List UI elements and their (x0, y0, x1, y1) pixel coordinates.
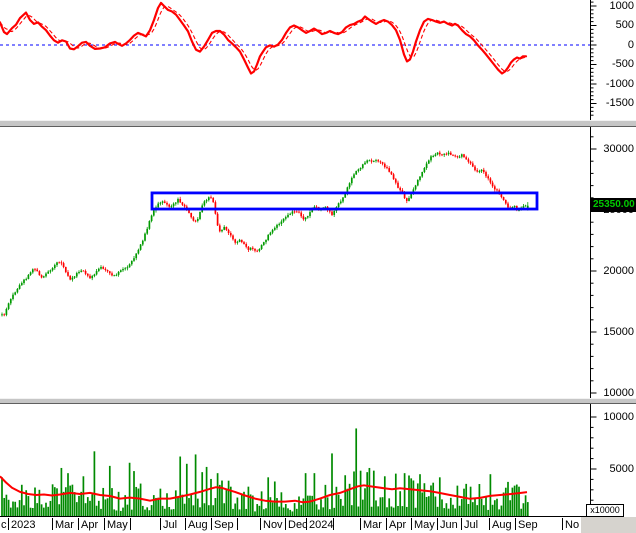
time-axis-tick (130, 518, 131, 530)
time-axis-tick (185, 518, 186, 530)
volume-bars (1, 428, 529, 517)
time-axis-label: Sep (518, 519, 538, 531)
time-axis-label: May (107, 519, 128, 531)
last-price-tag: 25350.00 (591, 198, 636, 212)
time-axis-tick (489, 518, 490, 530)
time-axis-label: Aug (492, 519, 512, 531)
price-svg (1, 127, 597, 398)
time-axis-tick (515, 518, 516, 530)
time-axis-label: Jun (440, 519, 458, 531)
y-axis-tick-label: 10000 (603, 410, 634, 423)
volume-svg (0, 404, 597, 517)
y-axis-tick-label: 15000 (603, 325, 634, 338)
y-axis-tick-label: 20000 (603, 264, 634, 277)
time-axis-tick (461, 518, 462, 530)
time-axis-label: May (414, 519, 435, 531)
candlestick-series (1, 150, 529, 317)
time-axis-tick (52, 518, 53, 530)
time-axis-tick (360, 518, 361, 530)
time-axis-label: Mar (55, 519, 74, 531)
panel-splitter-top[interactable] (0, 120, 636, 127)
oscillator-svg (0, 0, 597, 120)
time-axis-tick (211, 518, 212, 530)
time-axis-tick (562, 518, 563, 530)
time-axis-label: Sep (214, 519, 234, 531)
time-axis-label: Aug (188, 519, 208, 531)
oscillator-panel[interactable]: 1000 500 0 -500 -1000 -1500 (0, 0, 636, 120)
time-axis-tick (411, 518, 412, 530)
time-axis-label: Dec (288, 519, 308, 531)
volume-moving-average-line (0, 475, 528, 504)
time-axis-label: Mar (363, 519, 382, 531)
time-axis-label: Apr (81, 519, 99, 531)
time-axis-label: Apr (389, 519, 407, 531)
time-axis-tick (160, 518, 161, 530)
time-axis-label: c (1, 519, 7, 531)
time-axis: c 2023 Mar Apr May Jul Aug Sep Nov Dec 2024 Mar Apr M… (0, 517, 636, 533)
volume-unit-label: x10000 (586, 504, 624, 517)
time-axis-tick (237, 518, 238, 530)
time-axis-tick (8, 518, 9, 530)
y-axis-tick-label: 10000 (603, 386, 634, 399)
time-axis-tick (260, 518, 261, 530)
time-axis-tick (104, 518, 105, 530)
time-axis-label: Nov (263, 519, 283, 531)
y-axis-tick-label: -1500 (605, 97, 634, 109)
y-axis-tick-label: 30000 (603, 142, 634, 155)
volume-panel[interactable]: 10000 5000 (0, 404, 636, 517)
time-axis-tick (306, 518, 307, 530)
time-axis-tick (285, 518, 286, 530)
time-axis-label: 2024 (309, 519, 334, 531)
price-panel[interactable]: 3000025000200001500010000 (0, 127, 636, 398)
time-axis-tick (437, 518, 438, 530)
axis-corner (581, 517, 636, 533)
time-axis-label: Jul (163, 519, 178, 531)
time-axis-label: Jul (464, 519, 479, 531)
y-axis-tick-label: -1000 (605, 77, 634, 90)
oscillator-line (0, 1, 528, 75)
y-axis-tick-label: 500 (615, 19, 634, 31)
panel-splitter-bottom[interactable] (0, 398, 636, 404)
y-axis-tick-label: -500 (611, 58, 634, 70)
y-axis-tick-label: 0 (627, 38, 634, 51)
resistance-rectangle[interactable] (150, 191, 539, 211)
time-axis-tick (78, 518, 79, 530)
y-axis-tick-label: 5000 (609, 462, 634, 475)
y-axis-tick-label: 1000 (609, 0, 634, 12)
time-axis-label: No (565, 519, 580, 531)
time-axis-tick (386, 518, 387, 530)
time-axis-tick (333, 518, 334, 530)
oscillator-signal-line (0, 5, 527, 72)
time-axis-label: 2023 (11, 519, 36, 531)
